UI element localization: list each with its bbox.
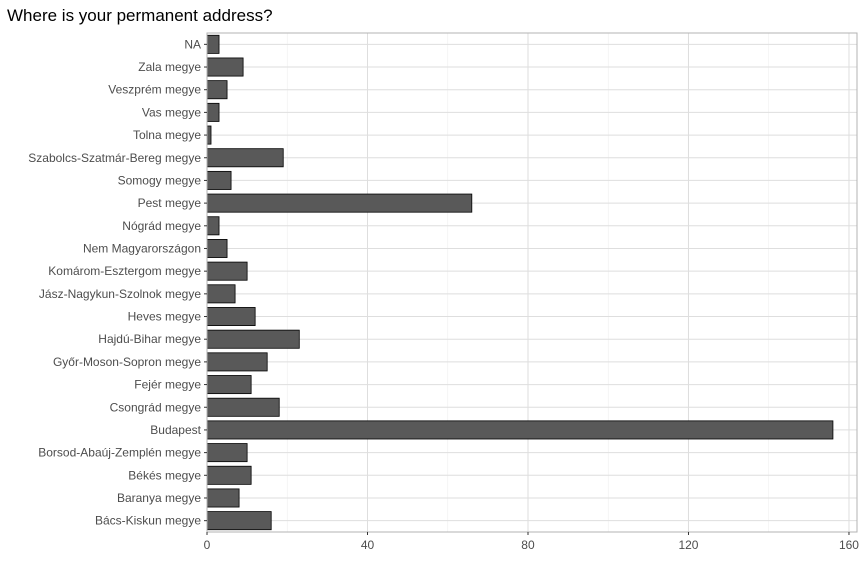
bar bbox=[206, 329, 300, 349]
y-tick-label: Baranya megye bbox=[117, 491, 201, 505]
y-tick-label: Jász-Nagykun-Szolnok megye bbox=[39, 287, 201, 301]
y-tick-label: Zala megye bbox=[138, 60, 201, 74]
bar bbox=[206, 307, 256, 326]
bar bbox=[206, 465, 252, 485]
y-tick-label: NA bbox=[184, 37, 201, 51]
x-tick-label: 80 bbox=[521, 538, 535, 552]
y-tick-label: Nem Magyarországon bbox=[83, 241, 201, 255]
bar bbox=[206, 125, 212, 145]
bar bbox=[206, 193, 473, 213]
bar bbox=[206, 420, 834, 440]
panel-border bbox=[206, 32, 858, 533]
y-tick-label: Békés megye bbox=[128, 468, 201, 482]
bar bbox=[206, 34, 220, 54]
y-tick-label: Fejér megye bbox=[134, 378, 201, 392]
bar bbox=[206, 397, 280, 417]
bar bbox=[206, 148, 284, 168]
bar bbox=[206, 511, 272, 531]
y-tick-label: Komárom-Esztergom megye bbox=[48, 264, 201, 278]
x-tick-label: 0 bbox=[204, 538, 211, 552]
bar bbox=[206, 488, 240, 508]
y-tick-label: Veszprém megye bbox=[108, 83, 201, 97]
y-tick-label: Győr-Moson-Sopron megye bbox=[53, 355, 201, 369]
y-tick-label: Szabolcs-Szatmár-Bereg megye bbox=[28, 151, 201, 165]
y-tick-label: Heves megye bbox=[128, 310, 202, 324]
bar bbox=[206, 102, 220, 122]
y-tick-label: Budapest bbox=[150, 423, 201, 437]
bar bbox=[206, 443, 248, 463]
y-tick-label: Hajdú-Bihar megye bbox=[98, 332, 201, 346]
bar bbox=[206, 284, 236, 304]
y-tick-label: Somogy megye bbox=[118, 173, 202, 187]
bar bbox=[206, 239, 228, 258]
y-tick-label: Vas megye bbox=[142, 105, 201, 119]
chart-title: Where is your permanent address? bbox=[7, 6, 273, 25]
bar bbox=[206, 80, 228, 100]
bar bbox=[206, 216, 220, 236]
y-tick-label: Nógrád megye bbox=[122, 219, 201, 233]
y-tick-label: Tolna megye bbox=[133, 128, 201, 142]
bar bbox=[206, 352, 268, 372]
y-tick-label: Csongrád megye bbox=[110, 400, 202, 414]
y-tick-label: Borsod-Abaúj-Zemplén megye bbox=[38, 446, 201, 460]
y-tick-label: Pest megye bbox=[138, 196, 202, 210]
bar bbox=[206, 261, 248, 281]
x-tick-label: 160 bbox=[839, 538, 859, 552]
bar bbox=[206, 57, 244, 77]
y-tick-label: Bács-Kiskun megye bbox=[95, 514, 201, 528]
bar bbox=[206, 170, 232, 190]
bar bbox=[206, 375, 252, 395]
x-tick-label: 120 bbox=[678, 538, 698, 552]
x-tick-label: 40 bbox=[361, 538, 375, 552]
plot-panel bbox=[207, 33, 857, 532]
